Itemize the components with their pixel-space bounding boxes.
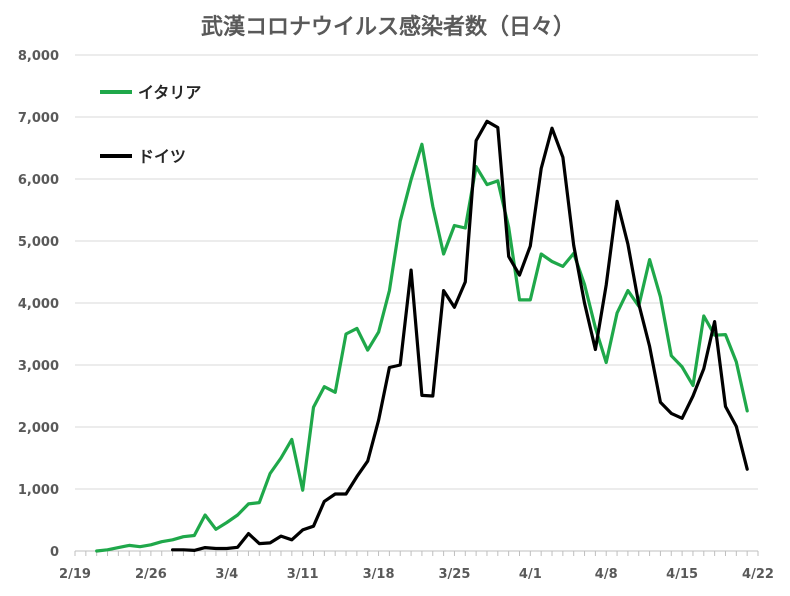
x-tick-label: 4/15 [666, 567, 698, 582]
y-tick-label: 4,000 [18, 297, 59, 312]
y-tick-label: 1,000 [18, 483, 59, 498]
x-tick-label: 3/25 [438, 567, 470, 582]
y-tick-label: 0 [50, 545, 59, 560]
legend: イタリア ドイツ [100, 83, 201, 166]
x-tick-label: 3/11 [287, 567, 319, 582]
y-axis-tick-labels: 0 1,000 2,000 3,000 4,000 5,000 6,000 7,000 8,00… [18, 49, 59, 560]
y-tick-label: 2,000 [18, 421, 59, 436]
legend-label-italy: イタリア [138, 83, 201, 102]
x-tick-label: 4/22 [742, 567, 774, 582]
y-tick-label: 5,000 [18, 235, 59, 250]
y-tick-label: 6,000 [18, 173, 59, 188]
chart-title: 武漢コロナウイルス感染者数（日々） [201, 14, 575, 40]
series-lines [95, 119, 749, 553]
x-tick-label: 3/4 [215, 567, 238, 582]
gridlines [75, 54, 758, 490]
x-tick-label: 4/8 [595, 567, 618, 582]
x-tick-label: 4/1 [519, 567, 542, 582]
series-line-germany [171, 119, 749, 553]
y-tick-label: 7,000 [18, 111, 59, 126]
x-axis: 2/19 2/26 3/4 3/11 3/18 3/25 4/1 4/8 4/15 4/22 [59, 550, 774, 582]
legend-label-germany: ドイツ [138, 147, 186, 166]
y-tick-label: 8,000 [18, 49, 59, 64]
x-tick-label: 2/19 [59, 567, 91, 582]
x-tick-label: 3/18 [363, 567, 395, 582]
x-tick-label: 2/26 [135, 567, 167, 582]
y-tick-label: 3,000 [18, 359, 59, 374]
